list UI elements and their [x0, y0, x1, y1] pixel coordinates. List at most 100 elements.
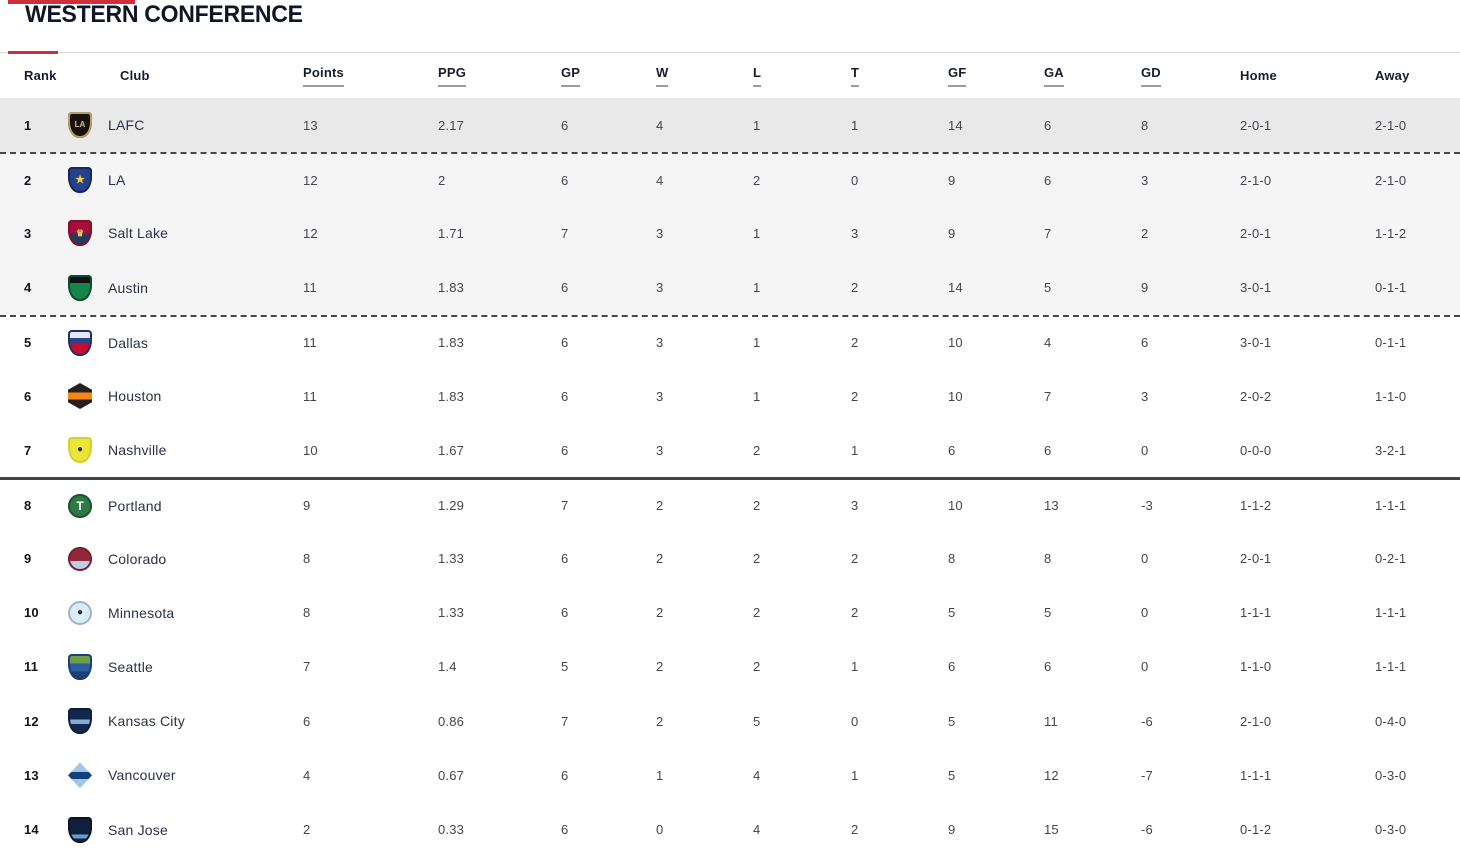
column-header-l[interactable]: L — [753, 65, 851, 87]
gd-cell: -6 — [1141, 822, 1153, 838]
gd-cell: 6 — [1141, 335, 1149, 351]
ga-cell: 5 — [1044, 280, 1052, 296]
w-cell: 1 — [656, 767, 664, 783]
gf-cell: 9 — [948, 822, 956, 838]
crest-glyph — [68, 708, 92, 734]
houston-crest — [68, 383, 92, 410]
club-name: Colorado — [108, 550, 167, 567]
lafc-crest: LA — [68, 112, 92, 139]
club-link[interactable]: Colorado — [68, 546, 303, 571]
column-header-t[interactable]: T — [851, 65, 948, 87]
column-header-gf[interactable]: GF — [948, 65, 1044, 87]
club-link[interactable]: Houston — [68, 383, 303, 410]
table-row[interactable]: 4 Austin 11 1.83 6 3 1 2 14 5 9 3-0-1 0-… — [0, 260, 1460, 315]
away-record-cell: 0-2-1 — [1375, 551, 1407, 567]
club-link[interactable]: Dallas — [68, 329, 303, 356]
club-link[interactable]: T Portland — [68, 493, 303, 518]
colorado-crest — [68, 546, 92, 571]
ga-cell: 6 — [1044, 117, 1052, 133]
t-cell: 2 — [851, 280, 859, 296]
gd-cell: -6 — [1141, 713, 1153, 729]
club-link[interactable]: ● Minnesota — [68, 600, 303, 625]
column-header-gp[interactable]: GP — [561, 65, 656, 87]
table-row[interactable]: 14 San Jose 2 0.33 6 0 4 2 9 15 -6 0-1-2… — [0, 802, 1460, 857]
l-cell: 2 — [753, 498, 761, 514]
table-row[interactable]: 7 ● Nashville 10 1.67 6 3 2 1 6 6 0 0-0-… — [0, 423, 1460, 478]
gp-cell: 6 — [561, 117, 569, 133]
away-record-cell: 0-3-0 — [1375, 767, 1407, 783]
table-row[interactable]: 5 Dallas 11 1.83 6 3 1 2 10 4 6 3-0-1 0-… — [0, 314, 1460, 369]
gd-cell: 3 — [1141, 388, 1149, 404]
home-record-cell: 1-1-2 — [1240, 498, 1272, 514]
crest-glyph: ● — [76, 606, 84, 618]
l-cell: 2 — [753, 659, 761, 675]
crest-glyph: LA — [74, 120, 86, 130]
club-link[interactable]: Seattle — [68, 653, 303, 680]
ga-cell: 7 — [1044, 388, 1052, 404]
gf-cell: 5 — [948, 713, 956, 729]
table-row[interactable]: 8 T Portland 9 1.29 7 2 2 3 10 13 -3 1-1… — [0, 477, 1460, 532]
club-name: Portland — [108, 497, 162, 514]
gp-cell: 6 — [561, 442, 569, 458]
club-name: Kansas City — [108, 713, 185, 730]
club-link[interactable]: ★ LA — [68, 167, 303, 194]
table-row[interactable]: 1 LA LAFC 13 2.17 6 4 1 1 14 6 8 2-0-1 2… — [0, 98, 1460, 153]
l-cell: 1 — [753, 117, 761, 133]
table-row[interactable]: 11 Seattle 7 1.4 5 2 2 1 6 6 0 1-1-0 1-1… — [0, 639, 1460, 695]
gp-cell: 6 — [561, 822, 569, 838]
column-header-points[interactable]: Points — [303, 65, 438, 87]
table-row[interactable]: 9 Colorado 8 1.33 6 2 2 2 8 8 0 2-0-1 0-… — [0, 531, 1460, 586]
club-link[interactable]: Kansas City — [68, 708, 303, 735]
ga-cell: 4 — [1044, 335, 1052, 351]
gd-cell: 9 — [1141, 280, 1149, 296]
points-cell: 13 — [303, 117, 318, 133]
away-record-cell: 0-3-0 — [1375, 822, 1407, 838]
ga-cell: 6 — [1044, 659, 1052, 675]
crest-glyph: ★ — [75, 173, 85, 186]
ga-cell: 6 — [1044, 172, 1052, 188]
points-cell: 4 — [303, 767, 311, 783]
away-record-cell: 1-1-1 — [1375, 605, 1407, 621]
ga-cell: 5 — [1044, 605, 1052, 621]
column-header-ppg[interactable]: PPG — [438, 65, 561, 87]
table-row[interactable]: 3 ♛ Salt Lake 12 1.71 7 3 1 3 9 7 2 2-0-… — [0, 206, 1460, 261]
portland-crest: T — [68, 493, 92, 518]
column-header-w[interactable]: W — [656, 65, 753, 87]
ga-cell: 12 — [1044, 767, 1059, 783]
w-cell: 3 — [656, 335, 664, 351]
crest-glyph — [68, 330, 92, 356]
column-header-gd[interactable]: GD — [1141, 65, 1240, 87]
ppg-cell: 1.83 — [438, 280, 465, 296]
club-link[interactable]: ♛ Salt Lake — [68, 220, 303, 247]
kansas-city-crest — [68, 708, 92, 735]
club-link[interactable]: Vancouver — [68, 762, 303, 789]
table-row[interactable]: 6 Houston 11 1.83 6 3 1 2 10 7 3 2-0-2 1… — [0, 368, 1460, 424]
gf-cell: 6 — [948, 659, 956, 675]
ppg-cell: 0.67 — [438, 767, 465, 783]
seattle-crest — [68, 653, 92, 680]
club-link[interactable]: Austin — [68, 274, 303, 301]
club-link[interactable]: LA LAFC — [68, 112, 303, 139]
ppg-cell: 1.67 — [438, 442, 465, 458]
w-cell: 2 — [656, 659, 664, 675]
table-accent-tick — [8, 51, 58, 54]
club-link[interactable]: ● Nashville — [68, 437, 303, 464]
crest-glyph — [68, 383, 92, 409]
points-cell: 11 — [303, 388, 317, 404]
club-link[interactable]: San Jose — [68, 816, 303, 843]
w-cell: 2 — [656, 551, 664, 567]
gp-cell: 6 — [561, 335, 569, 351]
table-row[interactable]: 10 ● Minnesota 8 1.33 6 2 2 2 5 5 0 1-1-… — [0, 585, 1460, 640]
gf-cell: 5 — [948, 605, 956, 621]
gd-cell: -7 — [1141, 767, 1153, 783]
table-row[interactable]: 12 Kansas City 6 0.86 7 2 5 0 5 11 -6 2-… — [0, 694, 1460, 749]
t-cell: 3 — [851, 498, 859, 514]
column-header-ga[interactable]: GA — [1044, 65, 1141, 87]
table-row[interactable]: 13 Vancouver 4 0.67 6 1 4 1 5 12 -7 1-1-… — [0, 748, 1460, 803]
column-header-away: Away — [1375, 68, 1410, 83]
away-record-cell: 0-4-0 — [1375, 713, 1407, 729]
club-name: Salt Lake — [108, 225, 169, 242]
points-cell: 12 — [303, 225, 318, 241]
away-record-cell: 1-1-1 — [1375, 659, 1407, 675]
table-row[interactable]: 2 ★ LA 12 2 6 4 2 0 9 6 3 2-1-0 2-1-0 — [0, 152, 1460, 207]
